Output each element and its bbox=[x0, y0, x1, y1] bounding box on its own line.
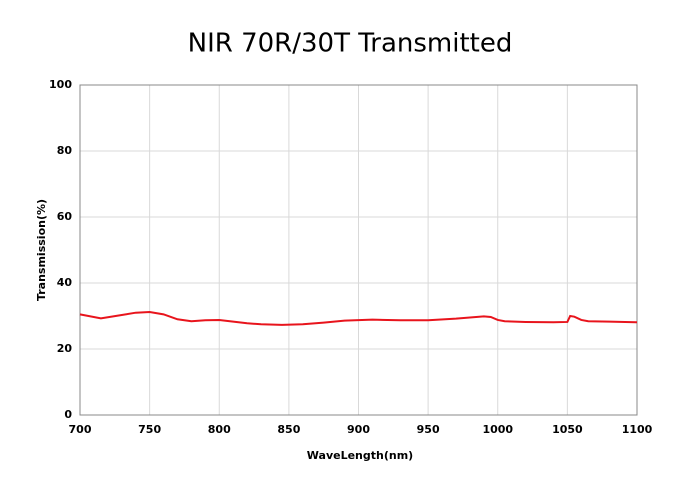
x-tick-label: 950 bbox=[417, 423, 440, 436]
y-tick-label: 80 bbox=[57, 144, 73, 157]
plot-border bbox=[79, 84, 638, 416]
x-axis-label: WaveLength(nm) bbox=[307, 449, 413, 462]
x-tick-label: 900 bbox=[347, 423, 370, 436]
chart-title: NIR 70R/30T Transmitted bbox=[188, 29, 513, 59]
y-tick-label: 40 bbox=[57, 276, 73, 289]
y-tick-label: 60 bbox=[57, 210, 73, 223]
x-tick-label: 750 bbox=[138, 423, 161, 436]
data-line bbox=[79, 311, 638, 326]
x-tick-label: 1100 bbox=[622, 423, 653, 436]
x-tick-label: 700 bbox=[69, 423, 92, 436]
y-tick-label: 100 bbox=[49, 78, 72, 91]
y-tick-label: 0 bbox=[64, 408, 72, 421]
x-tick-label: 800 bbox=[208, 423, 231, 436]
x-tick-label: 1050 bbox=[552, 423, 583, 436]
x-tick-label: 1000 bbox=[482, 423, 513, 436]
x-tick-label: 850 bbox=[277, 423, 300, 436]
y-tick-label: 20 bbox=[57, 342, 73, 355]
y-axis-label: Transmission(%) bbox=[35, 199, 48, 301]
